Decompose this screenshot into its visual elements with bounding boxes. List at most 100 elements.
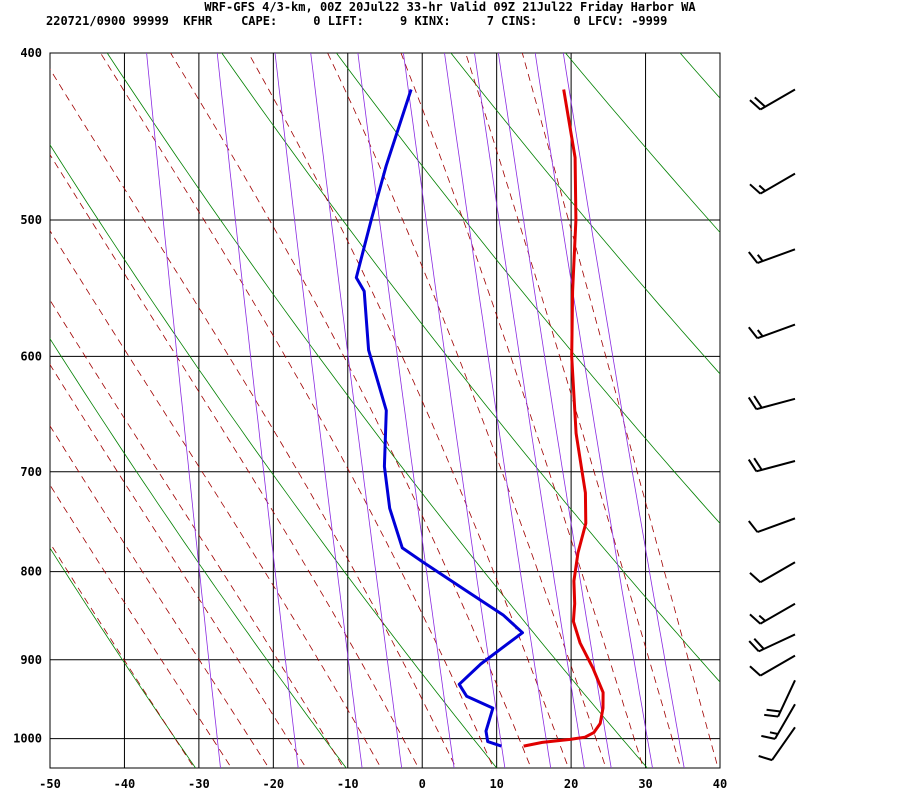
mixing-ratio-line [274, 53, 363, 768]
moist-adiabats [50, 53, 719, 768]
wind-barb [749, 602, 796, 625]
dry-adiabat [221, 53, 720, 683]
moist-adiabat [247, 53, 569, 768]
x-tick-label: 30 [638, 777, 652, 791]
mixing-ratio-line [402, 53, 506, 768]
dry-adiabat [335, 53, 720, 525]
moist-adiabat [50, 299, 344, 768]
x-tick-label: -50 [39, 777, 61, 791]
pressure-label: 1000 [13, 732, 42, 746]
pressure-label: 600 [20, 349, 42, 363]
barb-flag [766, 708, 781, 713]
wind-barb [749, 561, 796, 584]
pressure-label: 800 [20, 565, 42, 579]
x-tick-label: -40 [114, 777, 136, 791]
barb-staff [759, 172, 796, 195]
wind-barb [747, 457, 796, 473]
moist-adiabat [50, 425, 270, 768]
grid-lines [49, 52, 721, 769]
dry-adiabat [50, 144, 498, 768]
barb-flag [758, 184, 766, 192]
moist-adiabat [50, 484, 232, 768]
barb-flag [749, 99, 762, 111]
barb-staff [774, 703, 796, 740]
dry-adiabat [450, 53, 720, 375]
wind-barb [749, 654, 796, 677]
pressure-label: 500 [20, 213, 42, 227]
barb-flag [758, 614, 766, 622]
moist-adiabat [50, 68, 457, 768]
barb-staff [757, 248, 796, 264]
mixing-ratio-line [146, 53, 221, 768]
dewpoint-line [354, 89, 524, 748]
barb-flag [748, 640, 760, 653]
wind-barb [748, 323, 796, 340]
barb-flag [756, 254, 764, 262]
dry-adiabat [50, 337, 347, 768]
x-tick-label: -10 [337, 777, 359, 791]
x-tick-label: -20 [262, 777, 284, 791]
barb-flag [753, 395, 763, 409]
x-tick-label: -30 [188, 777, 210, 791]
x-tick-label: 40 [713, 777, 727, 791]
pressure-label: 700 [20, 465, 42, 479]
x-tick-label: 0 [419, 777, 426, 791]
temperature-line [523, 89, 605, 748]
wind-barb [748, 517, 796, 533]
barb-staff [771, 726, 796, 761]
pressure-label: 400 [20, 46, 42, 60]
mixing-ratio-line [310, 53, 403, 768]
mixing-ratio-line [497, 53, 612, 768]
wind-barb [749, 88, 796, 111]
barb-staff [759, 602, 796, 625]
wind-barb [748, 633, 796, 653]
wind-barb [749, 172, 796, 195]
barb-flag [747, 396, 758, 410]
mixing-ratio-lines [146, 53, 685, 768]
barb-flag [754, 96, 766, 108]
barb-flag [749, 183, 762, 195]
barb-staff [777, 679, 796, 717]
barb-flag [748, 251, 759, 264]
mixing-ratio-line [216, 53, 299, 768]
barb-staff [758, 633, 796, 653]
barb-flag [753, 457, 763, 471]
mixing-ratio-line [562, 53, 685, 768]
barb-flag [756, 329, 764, 337]
barb-staff [757, 323, 796, 340]
moist-adiabat [100, 53, 494, 768]
pressure-label: 900 [20, 653, 42, 667]
barb-flag [758, 755, 773, 762]
sounding-stats: 220721/0900 99999 KFHR CAPE: 0 LIFT: 9 K… [46, 14, 668, 28]
barb-staff [759, 88, 796, 111]
mixing-ratio-line [534, 53, 653, 768]
barb-flag [761, 734, 776, 740]
barb-flag [747, 459, 758, 472]
wind-barb [748, 248, 796, 264]
moist-adiabat [327, 53, 607, 768]
chart-title: WRF-GFS 4/3-km, 00Z 20Jul22 33-hr Valid … [204, 0, 696, 14]
wind-barbs [747, 88, 796, 762]
barb-flag [769, 731, 779, 735]
sounding-series [354, 89, 605, 748]
mixing-ratio-line [474, 53, 585, 768]
barb-flag [749, 665, 762, 677]
moist-adiabat [170, 53, 532, 768]
barb-flag [748, 520, 759, 533]
barb-flag [764, 713, 779, 718]
moist-adiabat [50, 542, 195, 768]
dry-adiabat [106, 53, 648, 768]
x-tick-label: 20 [564, 777, 578, 791]
moist-adiabat [50, 230, 382, 768]
moist-adiabat [400, 53, 644, 768]
moist-adiabat [50, 363, 307, 768]
wind-barb [758, 726, 796, 762]
dry-adiabat [564, 53, 720, 234]
dry-adiabat [777, 34, 900, 775]
axis-tick-labels: -50 -40 -30 -20 -10 0 10 20 30 40 400 500 600 700 800 9… [13, 46, 727, 791]
moist-adiabat [50, 153, 419, 768]
barb-flag [749, 572, 762, 584]
barb-staff [759, 561, 796, 584]
wind-barb [764, 679, 796, 718]
